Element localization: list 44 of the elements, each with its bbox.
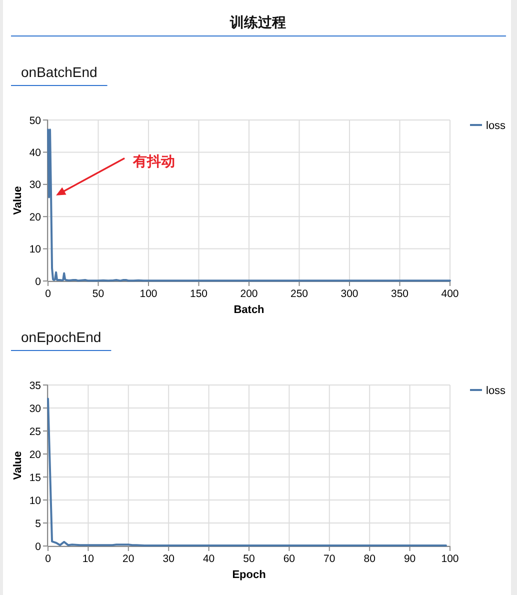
x-tick-label: 150	[190, 288, 208, 300]
legend-label: loss	[486, 120, 506, 132]
y-tick-label: 20	[29, 211, 42, 224]
annotation: 有抖动	[132, 153, 175, 169]
y-tick-label: 35	[29, 380, 42, 392]
x-tick-label: 90	[404, 553, 416, 565]
y-tick-label: 25	[29, 426, 42, 438]
x-tick-label: 10	[82, 553, 94, 565]
y-tick-label: 0	[35, 540, 42, 553]
x-tick-label: 40	[202, 553, 215, 565]
y-tick-label: 50	[29, 114, 42, 127]
x-tick-label: 80	[364, 553, 376, 565]
y-axis-title: Value	[12, 451, 24, 480]
chart-subtitle: onEpochEnd	[21, 329, 102, 345]
x-tick-label: 0	[45, 553, 52, 565]
y-tick-label: 20	[29, 448, 42, 461]
y-tick-label: 15	[29, 472, 42, 484]
y-tick-label: 10	[29, 244, 42, 256]
y-axis-title: Value	[12, 186, 24, 215]
chart-subtitle: onBatchEnd	[21, 64, 98, 80]
legend-label: loss	[486, 385, 506, 397]
x-tick-label: 350	[390, 288, 409, 300]
y-tick-label: 10	[29, 494, 42, 507]
chart-title: 训练过程	[229, 14, 286, 30]
x-tick-label: 100	[441, 553, 459, 565]
y-tick-label: 5	[35, 518, 42, 530]
y-tick-label: 30	[29, 402, 42, 415]
x-tick-label: 400	[441, 288, 459, 300]
x-tick-label: 300	[340, 288, 358, 300]
y-tick-label: 40	[29, 147, 42, 159]
x-axis-title: Epoch	[232, 569, 266, 581]
x-tick-label: 250	[290, 288, 308, 300]
x-axis-title: Batch	[234, 304, 265, 316]
y-tick-label: 0	[35, 276, 42, 288]
y-tick-label: 30	[29, 179, 42, 192]
x-tick-label: 60	[283, 553, 296, 565]
x-tick-label: 50	[92, 288, 104, 300]
x-tick-label: 200	[240, 288, 258, 300]
x-tick-label: 20	[122, 553, 134, 565]
x-tick-label: 0	[45, 288, 52, 300]
x-tick-label: 30	[162, 553, 175, 565]
x-tick-label: 100	[140, 288, 158, 300]
x-tick-label: 70	[324, 553, 336, 565]
x-tick-label: 50	[243, 553, 255, 565]
